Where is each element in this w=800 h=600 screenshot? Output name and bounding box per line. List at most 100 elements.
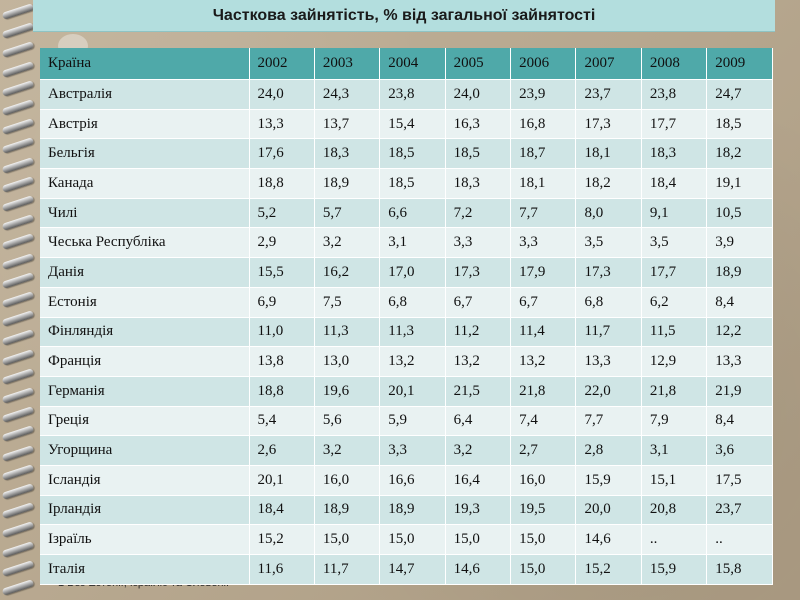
value-cell: 3,1 <box>641 435 708 466</box>
table-row: Ісландія 20,1 16,0 16,6 16,4 16,0 15,9 15,1 17,5 <box>40 465 773 496</box>
value-cell: 19,6 <box>314 376 381 407</box>
value-cell: 13,7 <box>314 109 381 140</box>
spiral-ring <box>1 310 35 327</box>
value-cell: 13,8 <box>249 346 315 377</box>
table-row: Фінляндія 11,0 11,3 11,3 11,2 11,4 11,7 11,5 12,… <box>40 317 773 348</box>
country-cell: Греція <box>40 406 250 437</box>
value-cell: 21,8 <box>510 376 577 407</box>
spiral-binding <box>0 0 40 600</box>
value-cell: 20,1 <box>379 376 446 407</box>
table-row: Італія 11,6 11,7 14,7 14,6 15,0 15,2 15,9 15,8 <box>40 554 773 585</box>
value-cell: 5,6 <box>314 406 381 437</box>
value-cell: 5,2 <box>249 198 315 229</box>
spiral-ring <box>1 118 35 135</box>
value-cell: 7,7 <box>575 406 642 437</box>
spiral-ring <box>1 387 35 404</box>
value-cell: 5,9 <box>379 406 446 437</box>
value-cell: 8,0 <box>575 198 642 229</box>
value-cell: 3,3 <box>510 227 577 259</box>
value-cell: 3,5 <box>575 227 642 259</box>
value-cell: 20,0 <box>575 495 642 526</box>
value-cell: 10,5 <box>706 198 773 229</box>
value-cell: 3,6 <box>706 435 773 466</box>
value-cell: 14,7 <box>379 554 446 585</box>
value-cell: 16,0 <box>314 465 381 496</box>
spiral-ring <box>1 214 35 231</box>
country-cell: Бельгія <box>40 138 250 170</box>
value-cell: 16,2 <box>314 257 381 288</box>
value-cell: 7,7 <box>510 198 577 229</box>
value-cell: 2,6 <box>249 435 315 466</box>
spiral-ring <box>1 3 35 20</box>
spiral-ring <box>1 252 35 270</box>
value-cell: 15,0 <box>445 524 512 555</box>
value-cell: 16,0 <box>510 465 577 496</box>
value-cell: 18,2 <box>706 138 773 170</box>
value-cell: 8,4 <box>706 287 773 318</box>
value-cell: 5,4 <box>249 406 315 437</box>
value-cell: 15,4 <box>379 109 446 140</box>
value-cell: 18,7 <box>510 138 577 170</box>
value-cell: 15,0 <box>314 524 381 555</box>
country-cell: Ізраїль <box>40 524 250 555</box>
value-cell: 12,2 <box>706 317 773 348</box>
spiral-ring <box>1 60 35 78</box>
table-header-row: Країна 2002 2003 2004 2005 2006 2007 2008 2009 <box>40 48 773 80</box>
spiral-ring <box>1 540 35 558</box>
table-row: Германія 18,8 19,6 20,1 21,5 21,8 22,0 21,8 21,9 <box>40 376 773 407</box>
header-year: 2007 <box>575 48 642 80</box>
value-cell: 18,3 <box>445 168 512 199</box>
table-row: Австрія 13,3 13,7 15,4 16,3 16,8 17,3 17,7 18,5 <box>40 109 773 140</box>
value-cell: 11,0 <box>249 317 315 348</box>
value-cell: 15,9 <box>575 465 642 496</box>
value-cell: 3,2 <box>445 435 512 466</box>
value-cell: 23,7 <box>575 79 642 110</box>
employment-table: Країна 2002 2003 2004 2005 2006 2007 2008 2009 А… <box>40 48 773 585</box>
header-year: 2006 <box>510 48 577 80</box>
value-cell: 14,6 <box>445 554 512 585</box>
table-row: Чилі 5,2 5,7 6,6 7,2 7,7 8,0 9,1 10,5 <box>40 198 773 229</box>
value-cell: 21,9 <box>706 376 773 407</box>
value-cell: 17,9 <box>510 257 577 288</box>
value-cell: 13,3 <box>575 346 642 377</box>
country-cell: Чилі <box>40 198 250 229</box>
value-cell: 23,7 <box>706 495 773 526</box>
value-cell: 17,3 <box>445 257 512 288</box>
value-cell: 3,2 <box>314 435 381 466</box>
country-cell: Австралія <box>40 79 250 110</box>
spiral-ring <box>1 483 35 500</box>
country-cell: Фінляндія <box>40 317 250 348</box>
country-cell: Данія <box>40 257 250 288</box>
value-cell: 24,7 <box>706 79 773 110</box>
table-row: Данія 15,5 16,2 17,0 17,3 17,9 17,3 17,7 18,9 <box>40 257 773 288</box>
value-cell: 15,9 <box>641 554 708 585</box>
value-cell: 15,2 <box>249 524 315 555</box>
value-cell: 22,0 <box>575 376 642 407</box>
value-cell: 6,8 <box>575 287 642 318</box>
value-cell: 17,0 <box>379 257 446 288</box>
value-cell: 18,5 <box>379 168 446 199</box>
country-cell: Австрія <box>40 109 250 140</box>
table-row: Ірландія 18,4 18,9 18,9 19,3 19,5 20,0 20,8 23,7 <box>40 495 773 526</box>
value-cell: 18,1 <box>510 168 577 199</box>
value-cell: 3,3 <box>445 227 512 259</box>
value-cell: 5,7 <box>314 198 381 229</box>
value-cell: 11,7 <box>314 554 381 585</box>
value-cell: 19,3 <box>445 495 512 526</box>
spiral-ring <box>1 22 35 39</box>
spiral-ring <box>1 444 35 462</box>
value-cell: 19,1 <box>706 168 773 199</box>
header-country: Країна <box>40 48 250 80</box>
value-cell: 24,0 <box>445 79 512 110</box>
spiral-ring <box>1 521 35 539</box>
value-cell: 3,2 <box>314 227 381 259</box>
spiral-ring <box>1 41 35 59</box>
value-cell: 11,6 <box>249 554 315 585</box>
value-cell: 3,3 <box>379 435 446 466</box>
value-cell: 2,9 <box>249 227 315 259</box>
value-cell: 23,8 <box>379 79 446 110</box>
title-banner: Часткова зайнятість, % від загальної зай… <box>33 0 775 32</box>
value-cell: 18,5 <box>706 109 773 140</box>
value-cell: 8,4 <box>706 406 773 437</box>
country-cell: Германія <box>40 376 250 407</box>
